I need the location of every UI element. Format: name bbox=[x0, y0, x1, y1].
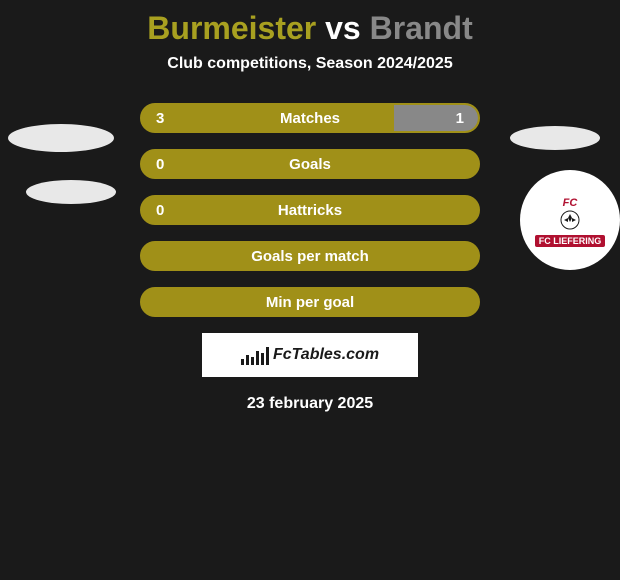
player1-club-placeholder bbox=[26, 180, 116, 204]
stat-label: Goals bbox=[142, 156, 478, 173]
player2-name: Brandt bbox=[370, 10, 473, 46]
stats-section: Matches31Goals0Hattricks0Goals per match… bbox=[140, 103, 480, 317]
stat-label: Hattricks bbox=[142, 202, 478, 219]
vs-text: vs bbox=[325, 10, 369, 46]
stat-left-value: 0 bbox=[156, 202, 164, 219]
stat-label: Min per goal bbox=[142, 294, 478, 311]
brand-chart-icon bbox=[241, 345, 269, 365]
subtitle: Club competitions, Season 2024/2025 bbox=[0, 55, 620, 73]
brand-text: FcTables.com bbox=[273, 346, 379, 364]
svg-text:FC: FC bbox=[563, 197, 579, 209]
date-label: 23 february 2025 bbox=[0, 395, 620, 413]
comparison-container: Burmeister vs Brandt Club competitions, … bbox=[0, 0, 620, 413]
club-name-label: FC LIEFERING bbox=[535, 235, 606, 247]
player2-club-logo: FC FC LIEFERING bbox=[520, 170, 620, 270]
stat-row: Hattricks0 bbox=[140, 195, 480, 225]
player1-avatar-placeholder bbox=[8, 124, 114, 152]
page-title: Burmeister vs Brandt bbox=[0, 0, 620, 55]
stat-row: Min per goal bbox=[140, 287, 480, 317]
stat-row: Goals0 bbox=[140, 149, 480, 179]
stat-right-value: 1 bbox=[456, 110, 464, 127]
player1-name: Burmeister bbox=[147, 10, 316, 46]
brand-badge: FcTables.com bbox=[202, 333, 418, 377]
stat-label: Matches bbox=[142, 110, 478, 127]
player2-avatar-placeholder bbox=[510, 126, 600, 150]
stat-row: Goals per match bbox=[140, 241, 480, 271]
stat-label: Goals per match bbox=[142, 248, 478, 265]
stat-row: Matches3 1 bbox=[140, 103, 480, 133]
stat-left-value: 3 bbox=[156, 110, 164, 127]
club-logo-text: FC FC LIEFERING bbox=[535, 194, 606, 247]
stat-left-value: 0 bbox=[156, 156, 164, 173]
